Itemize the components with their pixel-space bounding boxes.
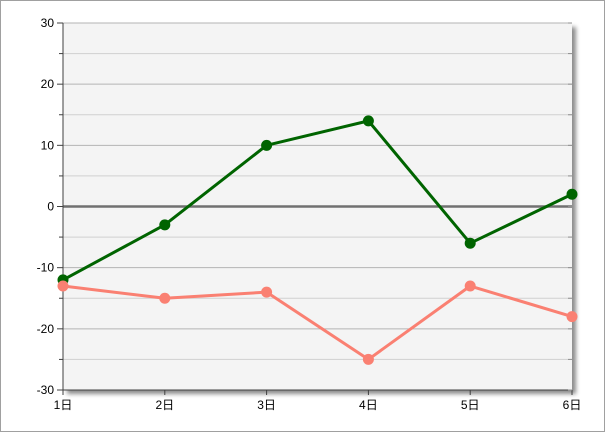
series-2-point (464, 280, 476, 292)
series-1-point (159, 219, 171, 231)
axes (57, 22, 573, 395)
x-tick-label: 6日 (563, 398, 582, 412)
series-lines (57, 115, 578, 365)
series-2-point (566, 311, 578, 323)
y-tick-label: -30 (37, 383, 55, 397)
x-tick-label: 3日 (257, 398, 276, 412)
series-2-line (62, 284, 573, 361)
y-tick-label: 0 (47, 200, 54, 214)
x-tick-label: 4日 (359, 398, 378, 412)
y-tick-label: -10 (37, 261, 55, 275)
series-2 (57, 280, 578, 365)
series-2-point (159, 292, 171, 304)
series-1-point (566, 188, 578, 200)
series-1-line (62, 119, 573, 282)
y-tick-label: 10 (41, 138, 55, 152)
series-1-point (261, 139, 273, 151)
series-1-point (362, 115, 374, 127)
series-2-point (362, 353, 374, 365)
tick-labels: -30 -20 -10 0 10 20 30 1日 2日 3日 4日 5日 6日 (37, 16, 582, 412)
series-2-point (261, 286, 273, 298)
x-tick-label: 1日 (54, 398, 73, 412)
y-tick-label: 20 (41, 77, 55, 91)
gridlines (63, 22, 572, 391)
y-tick-label: -20 (37, 322, 55, 336)
series-1-point (464, 237, 476, 249)
x-tick-label: 2日 (155, 398, 174, 412)
series-2-point (57, 280, 69, 292)
y-tick-label: 30 (41, 16, 55, 30)
x-tick-label: 5日 (461, 398, 480, 412)
